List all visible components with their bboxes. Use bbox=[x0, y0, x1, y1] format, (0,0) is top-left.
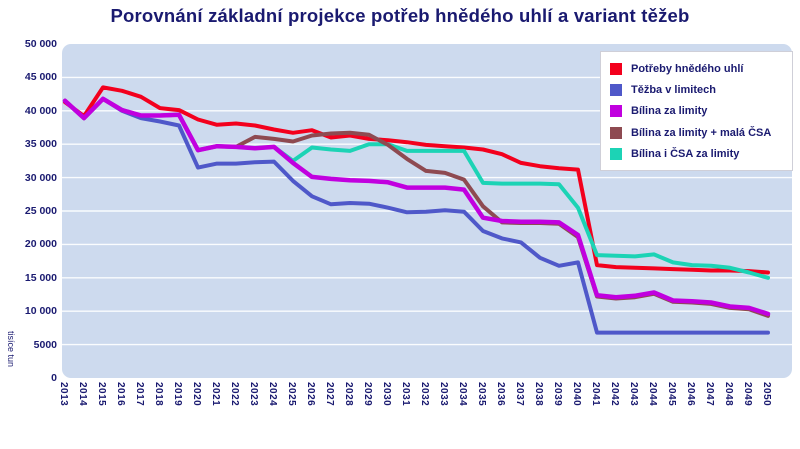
x-axis-tick-label: 2039 bbox=[552, 382, 563, 407]
x-axis-tick-label: 2042 bbox=[609, 382, 620, 407]
legend-item: Těžba v limitech bbox=[610, 79, 792, 100]
y-axis-tick-label: 40 000 bbox=[24, 104, 57, 117]
x-axis-tick-label: 2047 bbox=[704, 382, 715, 407]
x-axis-tick-label: 2048 bbox=[723, 382, 734, 407]
x-axis-tick-label: 2034 bbox=[457, 382, 468, 407]
series-line-0 bbox=[63, 85, 770, 275]
x-axis-tick-label: 2046 bbox=[685, 382, 696, 407]
x-axis-tick-label: 2041 bbox=[590, 382, 601, 407]
y-axis-tick-label: 45 000 bbox=[24, 71, 57, 84]
x-axis-tick-label: 2035 bbox=[476, 382, 487, 407]
x-axis-tick-label: 2028 bbox=[343, 382, 354, 407]
x-axis-tick-label: 2044 bbox=[647, 382, 658, 407]
legend-swatch-icon bbox=[610, 84, 622, 97]
y-axis-tick-label: 25 000 bbox=[24, 205, 57, 217]
legend: Potřeby hnědého uhlí Těžba v limitech Bíli… bbox=[600, 51, 793, 171]
x-axis-tick-label: 2036 bbox=[495, 382, 506, 407]
legend-label: Těžba v limitech bbox=[631, 84, 716, 97]
x-axis-tick-label: 2031 bbox=[400, 382, 411, 407]
y-axis-tick-label: 0 bbox=[51, 372, 57, 384]
x-axis-tick-label: 2026 bbox=[305, 382, 316, 407]
x-axis-tick-label: 2013 bbox=[58, 382, 69, 407]
x-axis-tick-label: 2043 bbox=[628, 382, 639, 407]
y-axis-tick-label: 10 000 bbox=[24, 305, 57, 318]
x-axis-tick-label: 2029 bbox=[362, 382, 373, 407]
x-axis-tick-label: 2032 bbox=[419, 382, 430, 407]
legend-item: Potřeby hnědého uhlí bbox=[610, 58, 792, 79]
x-axis-tick-label: 2020 bbox=[191, 382, 202, 407]
x-axis-tick-label: 2025 bbox=[286, 382, 297, 407]
series-lines bbox=[62, 85, 771, 335]
series-line-2 bbox=[62, 96, 771, 317]
legend-item: Bílina i ČSA za limity bbox=[610, 144, 792, 165]
x-axis-tick-label: 2027 bbox=[324, 382, 335, 407]
legend-label: Bílina i ČSA za limity bbox=[631, 148, 740, 161]
legend-swatch-icon bbox=[610, 148, 622, 161]
x-axis-tick-label: 2019 bbox=[172, 382, 183, 407]
x-axis-tick-label: 2038 bbox=[533, 382, 544, 407]
y-axis-tick-label: 50 000 bbox=[24, 38, 57, 50]
x-axis-tick-label: 2018 bbox=[153, 382, 164, 407]
legend-label: Bílina za limity bbox=[631, 105, 708, 118]
x-axis-tick-label: 2030 bbox=[381, 382, 392, 407]
x-axis-tick-label: 2015 bbox=[96, 382, 107, 407]
y-axis-tick-label: 20 000 bbox=[24, 238, 57, 251]
x-axis-tick-label: 2045 bbox=[666, 382, 677, 407]
x-axis-tick-label: 2014 bbox=[77, 382, 88, 407]
y-axis-tick-label: 5000 bbox=[33, 338, 57, 351]
x-axis-tick-label: 2022 bbox=[229, 382, 240, 407]
x-axis-tick-label: 2024 bbox=[267, 382, 278, 407]
y-axis-tick-label: 35 000 bbox=[24, 138, 57, 151]
legend-item: Bílina za limity + malá ČSA bbox=[610, 122, 792, 143]
x-axis-tick-label: 2016 bbox=[115, 382, 126, 407]
y-axis-title: tisíce tun bbox=[6, 331, 16, 368]
x-axis-tick-label: 2037 bbox=[514, 382, 525, 407]
series-line-1 bbox=[63, 96, 770, 335]
y-axis-tick-label: 30 000 bbox=[24, 171, 57, 184]
x-axis-tick-label: 2017 bbox=[134, 382, 145, 407]
x-axis-tick-label: 2021 bbox=[210, 382, 221, 407]
x-axis-tick-label: 2050 bbox=[761, 382, 772, 407]
legend-swatch-icon bbox=[610, 62, 622, 75]
chart-title: Porovnání základní projekce potřeb hnědé… bbox=[110, 5, 690, 26]
y-axis-tick-label: 15 000 bbox=[24, 271, 57, 284]
legend-swatch-icon bbox=[610, 126, 622, 139]
legend-label: Bílina za limity + malá ČSA bbox=[631, 126, 772, 139]
x-axis-tick-label: 2033 bbox=[438, 382, 449, 407]
legend-swatch-icon bbox=[610, 105, 622, 118]
legend-label: Potřeby hnědého uhlí bbox=[631, 62, 744, 75]
x-axis-tick-label: 2040 bbox=[571, 382, 582, 407]
legend-item: Bílina za limity bbox=[610, 101, 792, 122]
x-axis-tick-label: 2023 bbox=[248, 382, 259, 407]
x-axis-tick-label: 2049 bbox=[742, 382, 753, 407]
